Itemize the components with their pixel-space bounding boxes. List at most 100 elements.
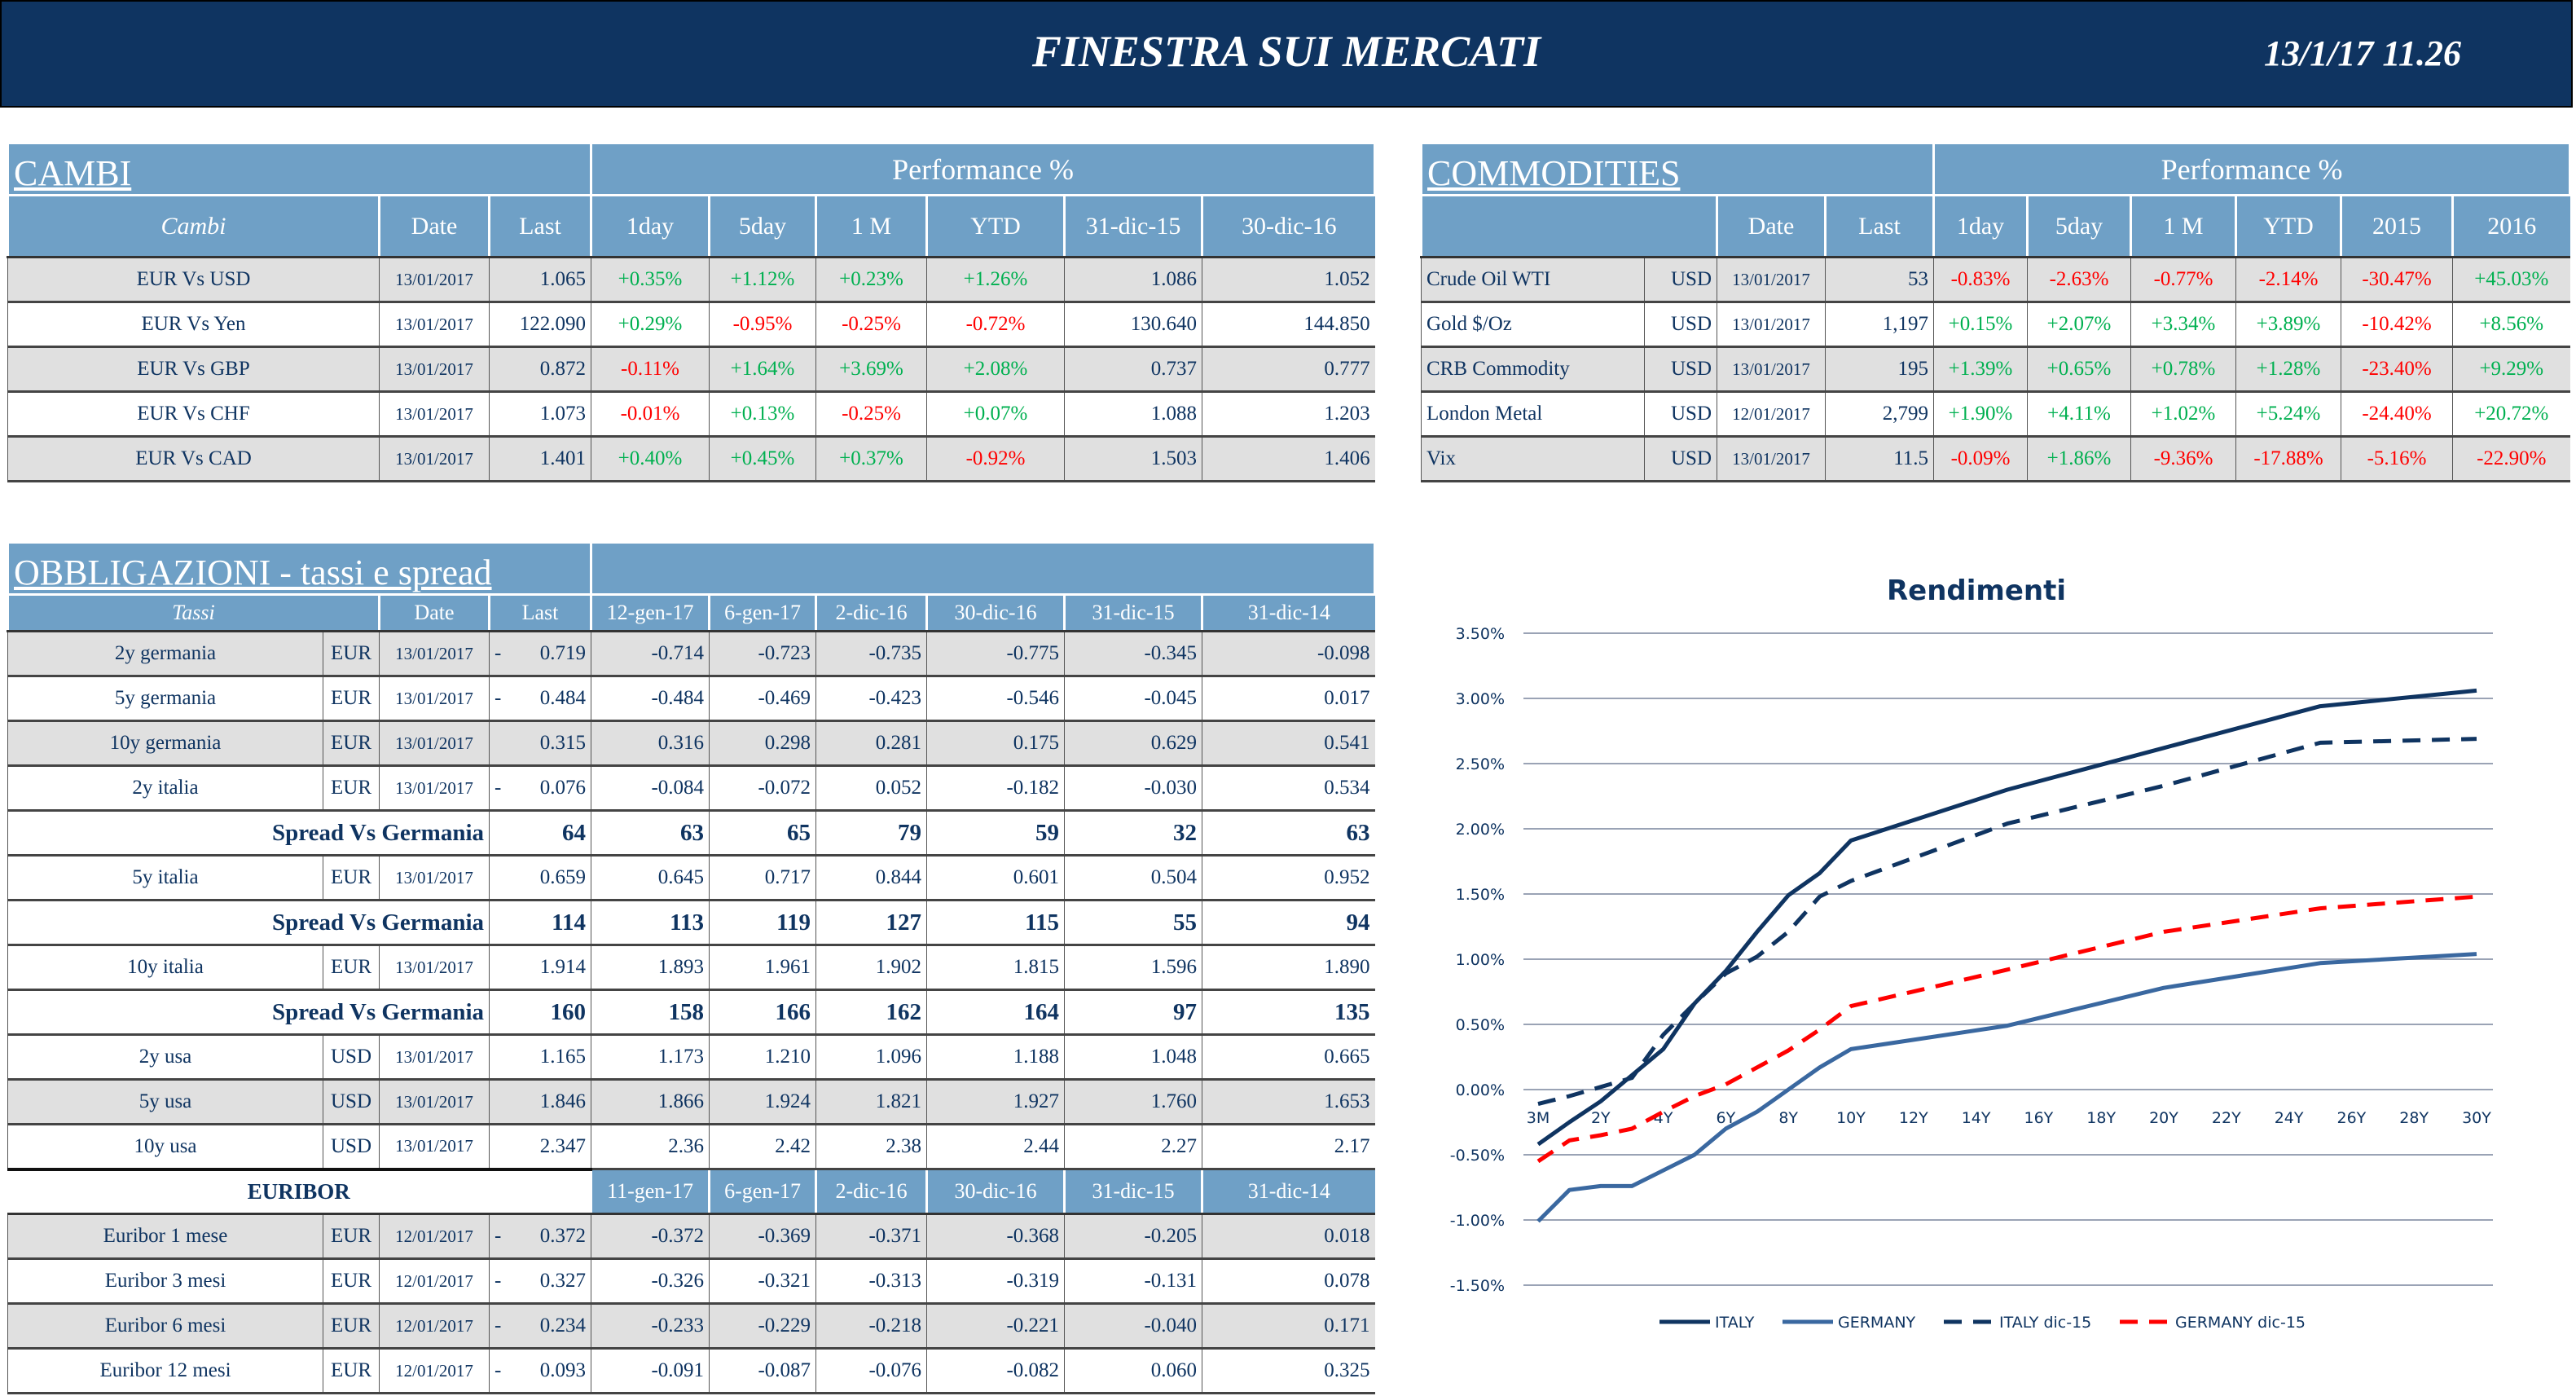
- table-row: Euribor 12 mesi EUR 12/01/2017- 0.093 -0.091…: [7, 1348, 1375, 1394]
- performance-cell: -10.42%: [2341, 302, 2453, 348]
- value-cell: 2.17: [1202, 1124, 1375, 1170]
- value-cell: 0.534: [1202, 765, 1375, 812]
- spread-value: 158: [591, 989, 710, 1036]
- rate-name: Euribor 1 mese: [7, 1213, 323, 1260]
- column-header: Date: [378, 594, 490, 632]
- last-cell: 1.401: [488, 436, 591, 482]
- commodity-name: Crude Oil WTI: [1421, 257, 1645, 303]
- value-cell: -0.368: [926, 1213, 1065, 1260]
- last-value: 0.076: [539, 777, 587, 799]
- spread-value: 115: [926, 900, 1065, 946]
- value-cell: -0.229: [709, 1303, 816, 1350]
- spread-value: 94: [1202, 900, 1375, 946]
- performance-cell: +1.28%: [2235, 346, 2341, 393]
- last-sign: -: [495, 1225, 502, 1247]
- table-row: Gold $/Oz USD 13/01/2017 1,197 +0.15% +2.07% +…: [1421, 302, 2570, 348]
- value-cell: -0.313: [815, 1258, 927, 1305]
- table-row: 2y usa USD 13/01/2017 1.165 1.173 1.210 1.096 1…: [7, 1034, 1375, 1081]
- performance-cell: +0.40%: [591, 436, 710, 482]
- performance-cell: -0.77%: [2130, 257, 2236, 303]
- spread-label: Spread Vs Germania: [7, 989, 490, 1036]
- reference-cell: 1.203: [1202, 391, 1375, 438]
- date-cell: 13/01/2017: [379, 1124, 490, 1170]
- date-cell: 13/01/2017: [379, 257, 490, 303]
- value-cell: -0.182: [926, 765, 1065, 812]
- currency-cell: EUR: [323, 1348, 380, 1394]
- performance-cell: -9.36%: [2130, 436, 2236, 482]
- performance-cell: +0.29%: [591, 302, 710, 348]
- rate-name: Euribor 6 mesi: [7, 1303, 323, 1350]
- reference-cell: 1.406: [1202, 436, 1375, 482]
- table-row: Vix USD 13/01/2017 11.5 -0.09% +1.86% -9.36% -1…: [1421, 436, 2570, 482]
- performance-cell: -22.90%: [2452, 436, 2570, 482]
- spread-last: 114: [488, 900, 591, 946]
- value-cell: -0.735: [815, 631, 927, 677]
- value-cell: 1.210: [709, 1034, 816, 1081]
- last-cell: 1.165: [488, 1034, 591, 1081]
- value-cell: -0.423: [815, 676, 927, 722]
- column-header: Date: [378, 195, 490, 258]
- reference-cell: 1.086: [1064, 257, 1202, 303]
- performance-cell: -23.40%: [2341, 346, 2453, 393]
- performance-cell: -0.92%: [926, 436, 1065, 482]
- pair-name: EUR Vs CAD: [7, 436, 380, 482]
- header-bar: FINESTRA SUI MERCATI 13/1/17 11.26: [0, 0, 2573, 108]
- rendimenti-chart: Rendimenti 3.50% 3.00% 2.50% 2.00% 1.50% 1.00%…: [1450, 575, 2493, 1332]
- last-value: 1.165: [539, 1046, 587, 1068]
- value-cell: 1.188: [926, 1034, 1065, 1081]
- pair-name: EUR Vs USD: [7, 257, 380, 303]
- table-row: EUR Vs USD 13/01/2017 1.065 +0.35% +1.12% +0.…: [7, 257, 1375, 303]
- value-cell: 0.645: [591, 855, 710, 901]
- last-value: 1.846: [539, 1090, 587, 1112]
- value-cell: 0.316: [591, 720, 710, 767]
- performance-cell: +0.13%: [709, 391, 816, 438]
- y-tick-label: 0.00%: [1456, 1081, 1505, 1099]
- commodity-name: Gold $/Oz: [1421, 302, 1645, 348]
- spread-value: 127: [815, 900, 927, 946]
- performance-cell: +3.69%: [815, 346, 927, 393]
- table-row: 10y usa USD 13/01/2017 2.347 2.36 2.42 2.38 2.4…: [7, 1124, 1375, 1170]
- performance-cell: +4.11%: [2027, 391, 2131, 438]
- value-cell: 0.504: [1064, 855, 1202, 901]
- value-cell: 0.171: [1202, 1303, 1375, 1350]
- column-header: Tassi: [7, 594, 380, 632]
- performance-cell: -0.11%: [591, 346, 710, 393]
- last-value: 0.093: [539, 1359, 587, 1381]
- performance-cell: -2.14%: [2235, 257, 2341, 303]
- performance-cell: -2.63%: [2027, 257, 2131, 303]
- date-cell: 13/01/2017: [379, 302, 490, 348]
- y-tick-label: -1.00%: [1450, 1212, 1505, 1230]
- value-cell: -0.546: [926, 676, 1065, 722]
- pair-name: EUR Vs GBP: [7, 346, 380, 393]
- currency-cell: EUR: [323, 676, 380, 722]
- column-header: 30-dic-16: [1201, 195, 1375, 258]
- spread-value: 65: [709, 810, 816, 857]
- column-header: Cambi: [7, 195, 380, 258]
- date-cell: 13/01/2017: [379, 676, 490, 722]
- cambi-table: CAMBI Performance % Cambi Date Last 1day 5da…: [6, 142, 1377, 482]
- last-cell: 53: [1824, 257, 1934, 303]
- last-value: 0.719: [539, 642, 587, 664]
- table-row: EUR Vs CHF 13/01/2017 1.073 -0.01% +0.13% -0.…: [7, 391, 1375, 438]
- y-tick-label: -1.50%: [1450, 1277, 1505, 1295]
- commodity-name: London Metal: [1421, 391, 1645, 438]
- value-cell: 1.902: [815, 945, 927, 991]
- last-value: 0.234: [539, 1315, 587, 1337]
- euribor-title: EURIBOR: [7, 1167, 591, 1215]
- cambi-performance-label: Performance %: [590, 142, 1377, 196]
- performance-cell: +0.37%: [815, 436, 927, 482]
- value-cell: -0.040: [1064, 1303, 1202, 1350]
- legend-label: GERMANY: [1838, 1314, 1916, 1332]
- rate-name: 10y usa: [7, 1124, 323, 1170]
- reference-cell: 130.640: [1064, 302, 1202, 348]
- last-cell: 0.872: [488, 346, 591, 393]
- column-header: 31-dic-14: [1201, 594, 1375, 632]
- rate-name: 5y germania: [7, 676, 323, 722]
- value-cell: 0.844: [815, 855, 927, 901]
- currency-cell: EUR: [323, 1258, 380, 1305]
- spread-value: 135: [1202, 989, 1375, 1036]
- value-cell: -0.091: [591, 1348, 710, 1394]
- value-cell: -0.775: [926, 631, 1065, 677]
- x-tick-label: 12Y: [1899, 1109, 1928, 1127]
- value-cell: -0.723: [709, 631, 816, 677]
